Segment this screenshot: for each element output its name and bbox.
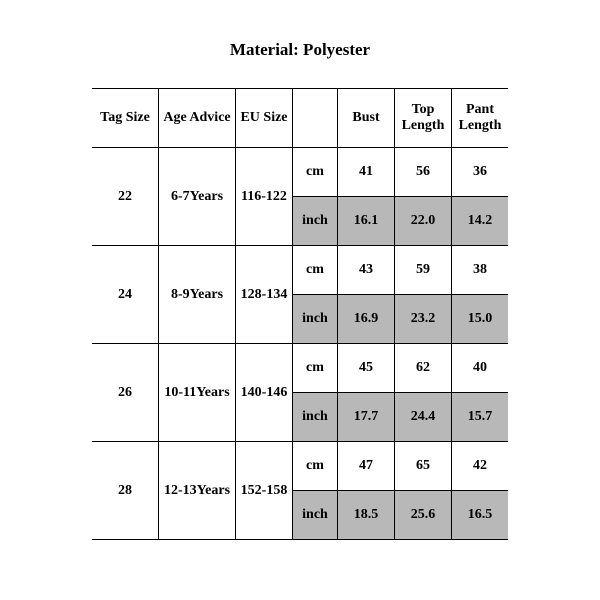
cell-unit-inch: inch [293, 393, 338, 442]
cell-top-cm: 59 [395, 246, 452, 295]
cell-age: 10-11Years [159, 344, 236, 442]
table-row: 2812-13Years152-158cm476542 [92, 442, 508, 491]
cell-unit-cm: cm [293, 442, 338, 491]
cell-age: 12-13Years [159, 442, 236, 540]
cell-unit-inch: inch [293, 491, 338, 540]
cell-top-inch: 23.2 [395, 295, 452, 344]
cell-bust-inch: 17.7 [338, 393, 395, 442]
cell-bust-inch: 18.5 [338, 491, 395, 540]
col-pant-length: Pant Length [452, 89, 509, 148]
cell-top-cm: 62 [395, 344, 452, 393]
col-eu-size: EU Size [236, 89, 293, 148]
col-bust: Bust [338, 89, 395, 148]
cell-unit-cm: cm [293, 148, 338, 197]
table-row: 248-9Years128-134cm435938 [92, 246, 508, 295]
cell-top-inch: 25.6 [395, 491, 452, 540]
col-age-advice: Age Advice [159, 89, 236, 148]
table-header-row: Tag Size Age Advice EU Size Bust Top Len… [92, 89, 508, 148]
cell-tag: 24 [92, 246, 159, 344]
cell-age: 8-9Years [159, 246, 236, 344]
cell-tag: 26 [92, 344, 159, 442]
cell-pant-cm: 42 [452, 442, 509, 491]
col-unit [293, 89, 338, 148]
cell-pant-cm: 40 [452, 344, 509, 393]
cell-bust-inch: 16.9 [338, 295, 395, 344]
cell-unit-cm: cm [293, 344, 338, 393]
cell-unit-inch: inch [293, 295, 338, 344]
cell-pant-inch: 14.2 [452, 197, 509, 246]
cell-bust-inch: 16.1 [338, 197, 395, 246]
table-row: 226-7Years116-122cm415636 [92, 148, 508, 197]
cell-age: 6-7Years [159, 148, 236, 246]
cell-eu: 116-122 [236, 148, 293, 246]
cell-bust-cm: 47 [338, 442, 395, 491]
cell-unit-inch: inch [293, 197, 338, 246]
cell-eu: 128-134 [236, 246, 293, 344]
cell-pant-cm: 38 [452, 246, 509, 295]
page-title: Material: Polyester [0, 0, 600, 88]
cell-pant-cm: 36 [452, 148, 509, 197]
cell-top-inch: 22.0 [395, 197, 452, 246]
size-table: Tag Size Age Advice EU Size Bust Top Len… [92, 88, 508, 540]
table-row: 2610-11Years140-146cm456240 [92, 344, 508, 393]
cell-bust-cm: 45 [338, 344, 395, 393]
cell-tag: 22 [92, 148, 159, 246]
cell-tag: 28 [92, 442, 159, 540]
cell-pant-inch: 16.5 [452, 491, 509, 540]
col-top-length: Top Length [395, 89, 452, 148]
cell-top-cm: 56 [395, 148, 452, 197]
col-tag-size: Tag Size [92, 89, 159, 148]
cell-pant-inch: 15.7 [452, 393, 509, 442]
cell-eu: 152-158 [236, 442, 293, 540]
cell-pant-inch: 15.0 [452, 295, 509, 344]
cell-eu: 140-146 [236, 344, 293, 442]
cell-bust-cm: 41 [338, 148, 395, 197]
cell-bust-cm: 43 [338, 246, 395, 295]
cell-top-cm: 65 [395, 442, 452, 491]
cell-unit-cm: cm [293, 246, 338, 295]
cell-top-inch: 24.4 [395, 393, 452, 442]
